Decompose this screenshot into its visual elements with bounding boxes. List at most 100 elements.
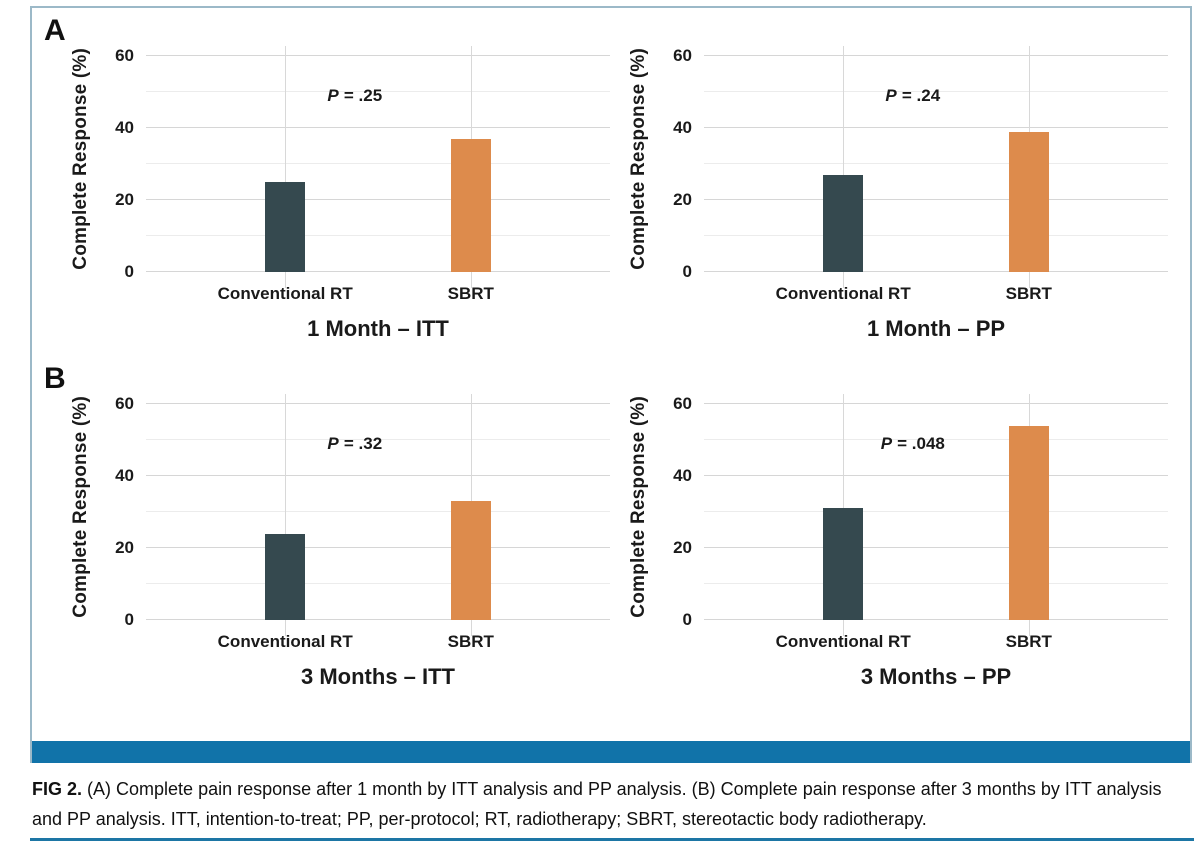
chart-title: 3 Months – PP xyxy=(860,664,1012,689)
bar-sbrt xyxy=(1008,425,1049,620)
gridline-y-0 xyxy=(146,271,610,272)
y-tick-label-60: 60 xyxy=(115,46,134,65)
y-tick-label-40: 40 xyxy=(673,118,692,137)
y-tick-label-0: 0 xyxy=(124,262,134,281)
plot-area: P = .048 xyxy=(704,394,1168,636)
chart-1-month-pp: Complete Response (%) 0 20 40 60 P = .24 Con… xyxy=(622,46,1180,348)
chart-title: 1 Month – ITT xyxy=(307,316,449,341)
x-axis-labels: Conventional RT SBRT xyxy=(704,272,1168,306)
gridline-y-30 xyxy=(704,163,1168,164)
figure-caption: FIG 2. (A) Complete pain response after 1… xyxy=(32,774,1172,834)
p-symbol: P xyxy=(327,434,339,453)
p-value-text: = .24 xyxy=(901,86,941,105)
gridline-x-category-1 xyxy=(843,46,845,288)
gridline-y-40 xyxy=(146,475,610,476)
gridline-y-0 xyxy=(146,619,610,620)
figure-caption-text: (A) Complete pain response after 1 month… xyxy=(32,779,1162,829)
gridline-x-category-1 xyxy=(285,394,287,636)
y-axis-title: Complete Response (%) xyxy=(628,48,649,270)
gridline-y-30 xyxy=(146,163,610,164)
y-axis-title: Complete Response (%) xyxy=(628,396,649,618)
chart-1-month-itt: Complete Response (%) 0 20 40 60 P = .25 Con… xyxy=(64,46,622,348)
bar-sbrt xyxy=(450,138,491,272)
x-axis-labels: Conventional RT SBRT xyxy=(146,272,610,306)
gridline-y-60 xyxy=(146,55,610,56)
gridline-y-40 xyxy=(704,475,1168,476)
x-category-label: Conventional RT xyxy=(775,284,911,303)
p-symbol: P xyxy=(885,86,897,105)
gridline-y-10 xyxy=(146,583,610,584)
plot-area: P = .32 xyxy=(146,394,610,636)
x-category-label: SBRT xyxy=(447,284,494,303)
gridline-y-60 xyxy=(146,403,610,404)
bottom-divider-rule xyxy=(30,838,1194,841)
gridline-y-20 xyxy=(704,547,1168,548)
gridline-y-10 xyxy=(704,583,1168,584)
p-symbol: P xyxy=(880,434,893,453)
plot-area: P = .24 xyxy=(704,46,1168,288)
x-category-label: Conventional RT xyxy=(217,632,353,651)
gridline-y-60 xyxy=(704,55,1168,56)
x-category-label: SBRT xyxy=(447,632,494,651)
x-axis-labels: Conventional RT SBRT xyxy=(146,620,610,654)
gridline-x-category-1 xyxy=(285,46,287,288)
y-tick-label-20: 20 xyxy=(115,190,134,209)
x-category-label: SBRT xyxy=(1005,284,1052,303)
y-tick-label-60: 60 xyxy=(673,46,692,65)
gridline-y-50 xyxy=(704,439,1168,440)
y-tick-label-0: 0 xyxy=(682,610,692,629)
bar-conventional-rt xyxy=(265,182,306,272)
y-tick-label-20: 20 xyxy=(673,190,692,209)
chart-3-months-itt: Complete Response (%) 0 20 40 60 P = .32 Con… xyxy=(64,394,622,696)
y-tick-label-40: 40 xyxy=(115,466,134,485)
y-axis-title: Complete Response (%) xyxy=(70,396,91,618)
y-tick-label-40: 40 xyxy=(673,466,692,485)
panel-bottom-blue-bar xyxy=(32,741,1190,763)
y-tick-label-60: 60 xyxy=(115,394,134,413)
p-value-annotation: P = .24 xyxy=(885,86,940,106)
y-tick-label-20: 20 xyxy=(673,538,692,557)
y-axis-ticks: 0 20 40 60 xyxy=(98,46,146,281)
gridline-y-20 xyxy=(146,199,610,200)
panel-a: A Complete Response (%) 0 20 40 60 P = .25 C… xyxy=(32,8,1190,348)
y-tick-label-0: 0 xyxy=(682,262,692,281)
bar-sbrt xyxy=(450,501,491,620)
plot-area: P = .25 xyxy=(146,46,610,288)
p-symbol: P xyxy=(327,86,339,105)
gridline-y-0 xyxy=(704,619,1168,620)
panel-a-label: A xyxy=(44,14,66,47)
p-value-annotation: P = .048 xyxy=(881,434,945,454)
y-axis-ticks: 0 20 40 60 xyxy=(656,46,704,281)
gridline-y-50 xyxy=(704,91,1168,92)
chart-title: 3 Months – ITT xyxy=(301,664,455,689)
gridline-y-10 xyxy=(704,235,1168,236)
gridline-y-40 xyxy=(146,127,610,128)
y-tick-label-40: 40 xyxy=(115,118,134,137)
gridline-y-20 xyxy=(704,199,1168,200)
gridline-y-50 xyxy=(146,439,610,440)
panel-b: B Complete Response (%) 0 20 40 60 P = .32 C… xyxy=(32,356,1190,696)
p-value-text: = .32 xyxy=(343,434,383,453)
gridline-y-0 xyxy=(704,271,1168,272)
p-value-annotation: P = .25 xyxy=(327,86,382,106)
gridline-y-30 xyxy=(704,511,1168,512)
gridline-y-50 xyxy=(146,91,610,92)
p-value-annotation: P = .32 xyxy=(327,434,382,454)
y-axis-ticks: 0 20 40 60 xyxy=(98,394,146,629)
x-category-label: SBRT xyxy=(1005,632,1052,651)
p-value-text: = .048 xyxy=(897,434,945,453)
y-axis-title: Complete Response (%) xyxy=(70,48,91,270)
bar-conventional-rt xyxy=(823,174,864,272)
panel-b-charts-row: Complete Response (%) 0 20 40 60 P = .32 Con… xyxy=(46,394,1180,696)
gridline-y-10 xyxy=(146,235,610,236)
y-tick-label-0: 0 xyxy=(124,610,134,629)
x-category-label: Conventional RT xyxy=(775,632,911,651)
y-axis-ticks: 0 20 40 60 xyxy=(656,394,704,629)
p-value-text: = .25 xyxy=(343,86,383,105)
x-axis-labels: Conventional RT SBRT xyxy=(704,620,1168,654)
chart-3-months-pp: Complete Response (%) 0 20 40 60 P = .048 Co… xyxy=(622,394,1180,696)
bar-conventional-rt xyxy=(265,533,306,620)
gridline-y-60 xyxy=(704,403,1168,404)
y-tick-label-20: 20 xyxy=(115,538,134,557)
gridline-y-20 xyxy=(146,547,610,548)
